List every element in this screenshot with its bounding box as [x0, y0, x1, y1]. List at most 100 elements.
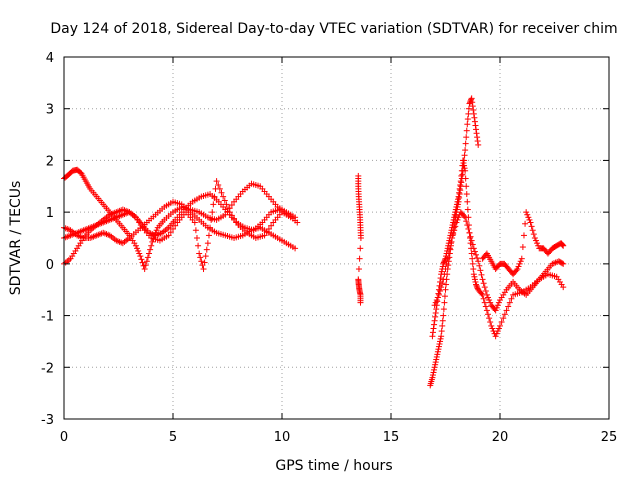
data-point	[493, 304, 500, 311]
chart-title: Day 124 of 2018, Sidereal Day-to-day VTE…	[50, 21, 617, 37]
data-point	[492, 333, 499, 340]
data-point	[149, 238, 156, 245]
data-point	[475, 141, 482, 148]
data-point	[455, 214, 462, 221]
data-point	[459, 157, 466, 164]
data-point	[474, 138, 481, 145]
data-point	[462, 214, 469, 221]
data-point	[462, 167, 469, 174]
data-point	[469, 99, 476, 106]
data-point	[560, 284, 567, 291]
data-point	[443, 281, 450, 288]
data-point	[487, 319, 494, 326]
series-arc7	[429, 157, 567, 340]
grid-layer	[64, 57, 609, 419]
data-point	[213, 178, 220, 185]
data-point	[461, 165, 468, 172]
data-point	[485, 294, 492, 301]
data-point	[433, 353, 440, 360]
data-point	[435, 291, 442, 298]
data-point	[215, 181, 222, 188]
data-point	[451, 227, 458, 234]
data-point	[435, 343, 442, 350]
data-point	[216, 185, 223, 192]
data-point	[481, 284, 488, 291]
data-point	[457, 181, 464, 188]
data-point	[463, 127, 470, 134]
data-point	[433, 297, 440, 304]
data-point	[223, 201, 230, 208]
data-point	[233, 218, 240, 225]
data-point	[462, 175, 469, 182]
data-point	[464, 121, 471, 128]
data-point	[513, 267, 520, 274]
data-point	[464, 206, 471, 213]
data-point	[437, 335, 444, 342]
data-point	[473, 281, 480, 288]
data-point	[191, 219, 198, 226]
data-point	[446, 245, 453, 252]
data-point	[265, 225, 272, 232]
data-point	[439, 263, 446, 270]
data-point	[452, 206, 459, 213]
data-point	[528, 223, 535, 230]
data-point	[463, 183, 470, 190]
data-point	[434, 348, 441, 355]
data-point	[497, 322, 503, 329]
x-tick-label: 15	[383, 430, 400, 445]
data-points-layer	[61, 95, 567, 389]
data-point	[466, 100, 473, 107]
data-point	[210, 201, 217, 208]
data-point	[439, 317, 446, 324]
data-point	[473, 251, 480, 258]
data-point	[450, 231, 457, 238]
data-point	[463, 134, 470, 141]
data-point	[519, 244, 526, 251]
x-tick-label: 25	[601, 430, 618, 445]
data-point	[505, 303, 512, 310]
data-point	[526, 216, 533, 223]
data-point	[205, 232, 212, 239]
data-point	[494, 328, 501, 335]
data-point	[489, 325, 496, 332]
data-point	[479, 276, 486, 283]
ticks-layer: 0 5 10 15 20 25 -3 -2 -1 0 1 2 3 4	[41, 51, 617, 445]
data-point	[203, 246, 210, 253]
data-point	[465, 225, 472, 232]
y-tick-label: -3	[41, 413, 54, 428]
data-point	[474, 255, 481, 262]
data-point	[153, 227, 160, 234]
data-point	[134, 245, 141, 252]
data-point	[147, 246, 154, 253]
data-point	[431, 302, 438, 309]
data-point	[464, 222, 471, 229]
data-point	[473, 126, 480, 133]
data-point	[148, 242, 155, 249]
plot-frame	[63, 56, 610, 420]
data-point	[469, 241, 476, 248]
data-point	[221, 197, 228, 204]
data-point	[142, 262, 149, 269]
data-point	[462, 147, 469, 154]
data-point	[456, 194, 463, 201]
data-point	[461, 152, 468, 159]
data-point	[527, 219, 534, 226]
y-tick-label: 0	[46, 258, 54, 273]
data-point	[218, 189, 225, 196]
data-point	[449, 222, 456, 229]
data-point	[438, 333, 445, 340]
data-point	[445, 250, 452, 257]
data-point	[442, 286, 449, 293]
data-point	[449, 235, 456, 241]
data-point	[471, 118, 478, 125]
data-point	[192, 227, 199, 234]
x-tick-label: 5	[169, 430, 177, 445]
data-point	[518, 255, 525, 262]
data-point	[225, 205, 232, 212]
data-point	[294, 219, 301, 226]
data-point	[458, 172, 465, 179]
data-point	[197, 254, 204, 261]
data-point	[492, 307, 499, 314]
data-point	[475, 258, 482, 265]
data-point	[468, 250, 475, 257]
